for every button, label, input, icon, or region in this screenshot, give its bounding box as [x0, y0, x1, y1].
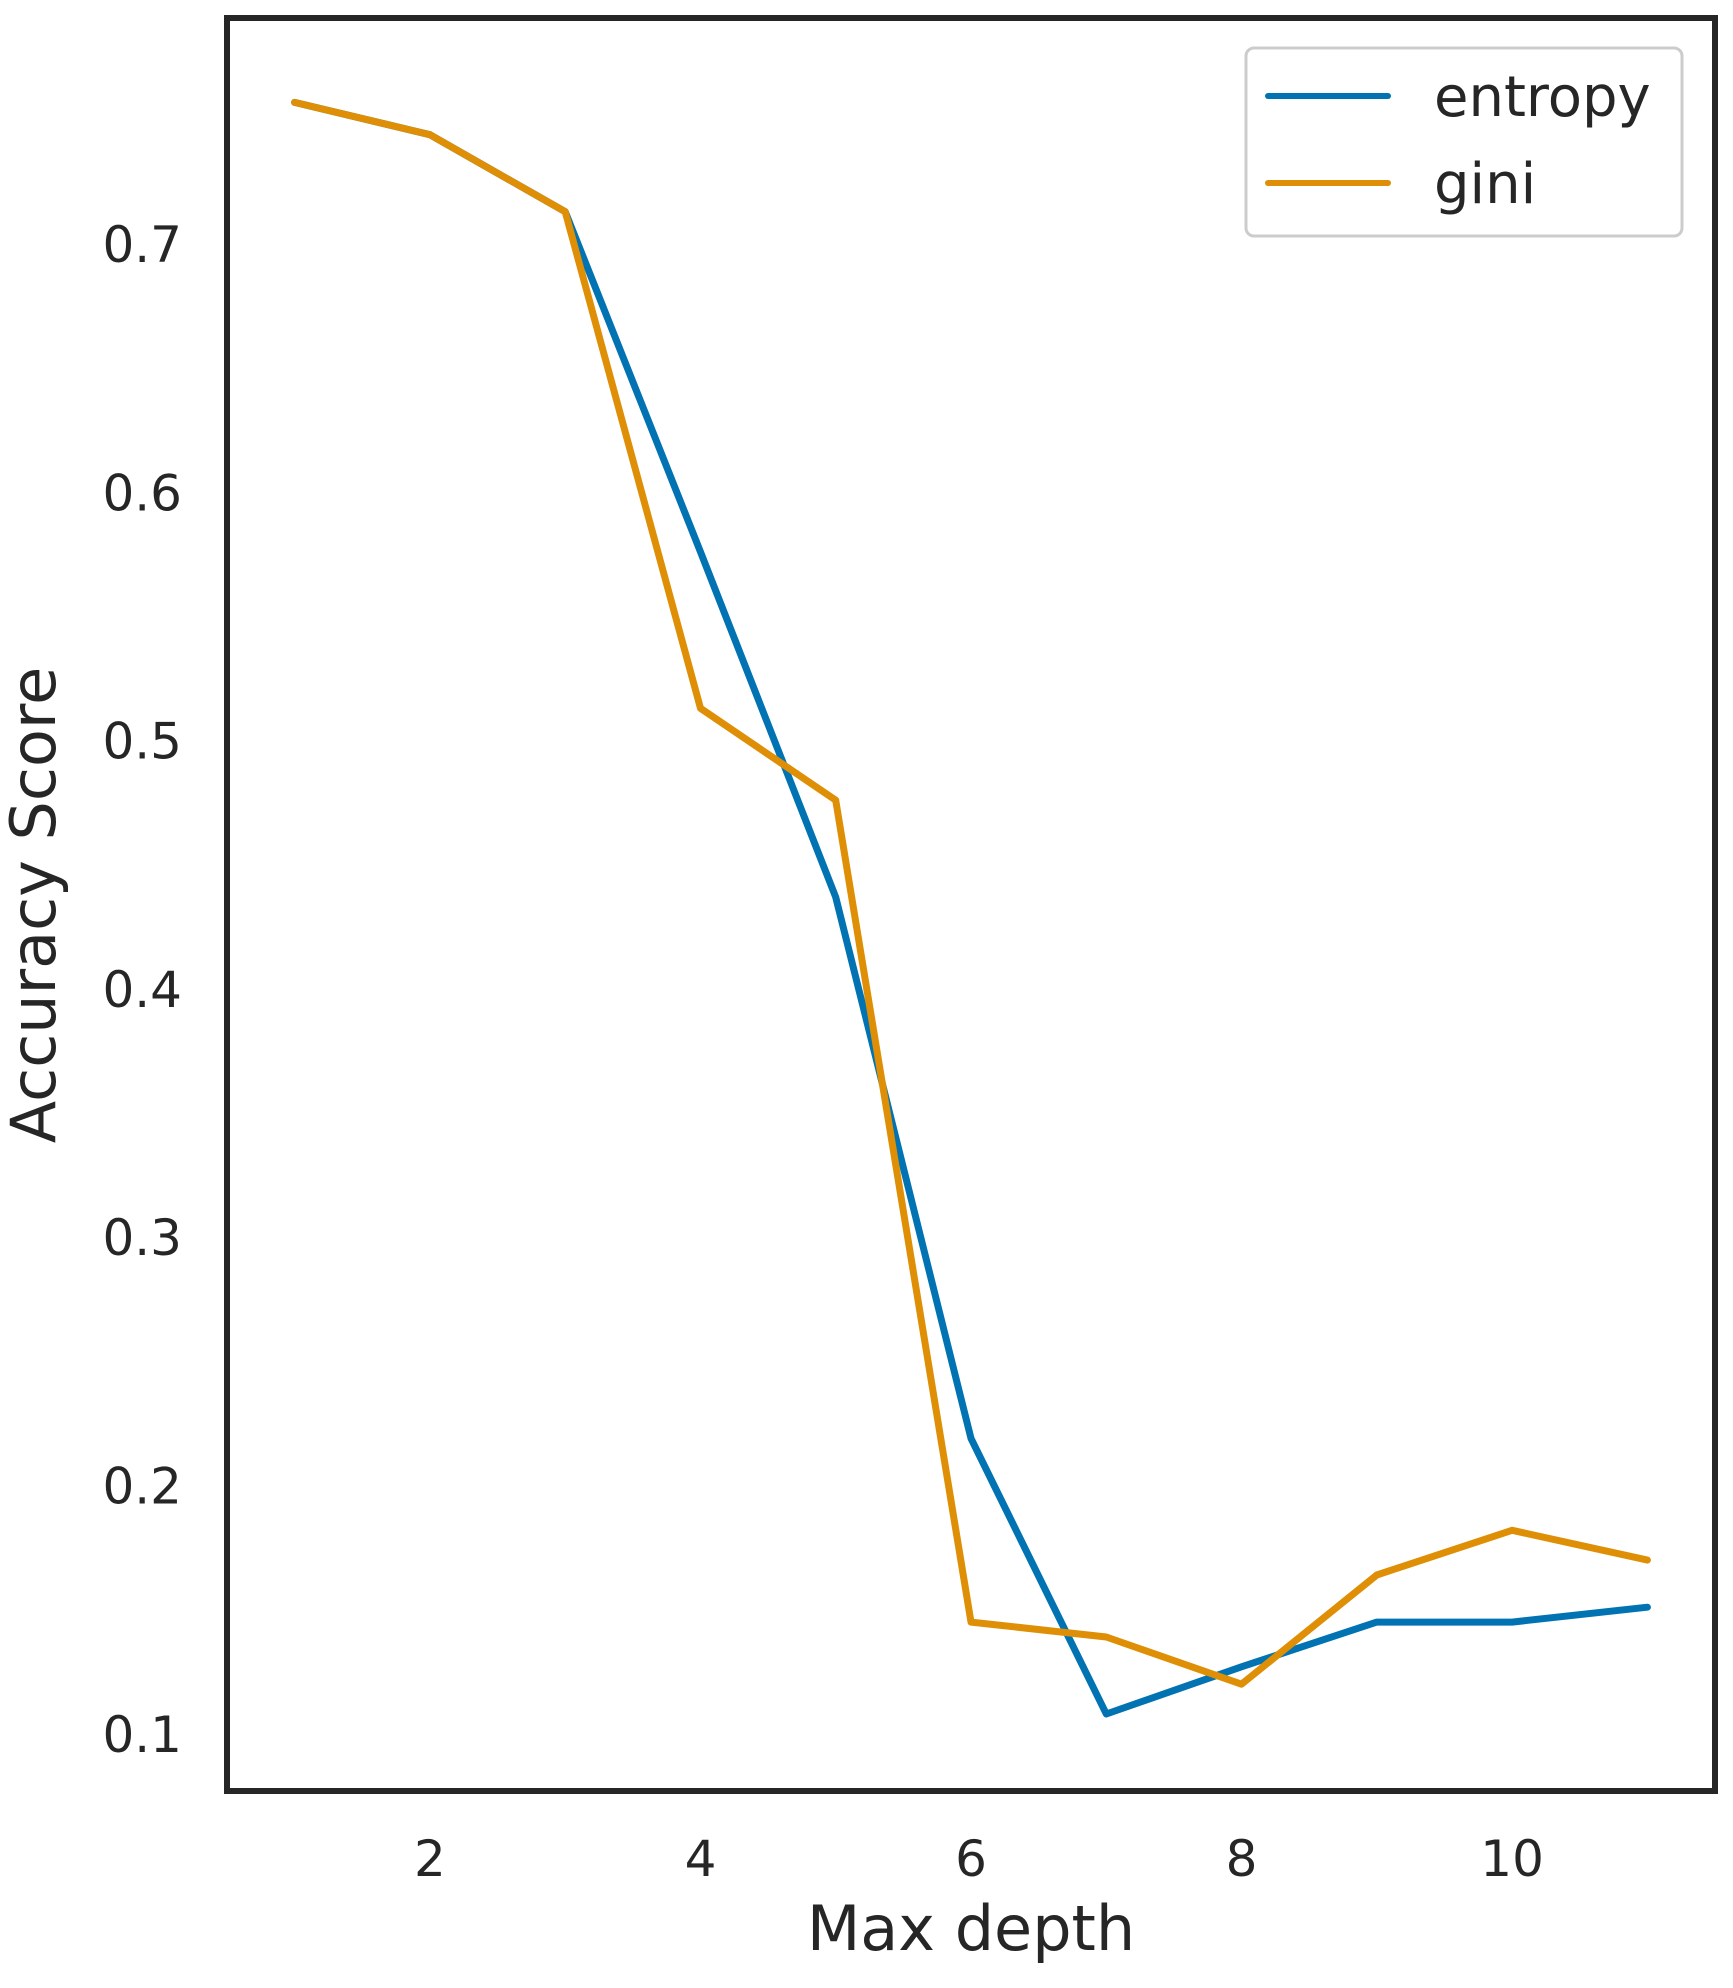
- x-axis-label: Max depth: [807, 1892, 1135, 1965]
- y-tick-label: 0.7: [102, 216, 182, 274]
- y-tick-label: 0.6: [102, 464, 182, 522]
- x-tick-labels: 2 4 6 8 10: [414, 1830, 1544, 1888]
- y-tick-labels: 0.1 0.2 0.3 0.4 0.5 0.6 0.7: [102, 216, 182, 1764]
- legend: entropy gini: [1244, 46, 1684, 238]
- y-tick-label: 0.3: [102, 1209, 182, 1267]
- y-tick-label: 0.1: [102, 1706, 182, 1764]
- x-tick-label: 6: [955, 1830, 987, 1888]
- x-tick-label: 2: [414, 1830, 446, 1888]
- legend-label-entropy: entropy: [1434, 65, 1651, 130]
- y-tick-label: 0.2: [102, 1458, 182, 1516]
- series-layer: [291, 98, 1651, 1718]
- y-axis-label: Accuracy Score: [0, 667, 70, 1143]
- y-tick-label: 0.4: [102, 961, 182, 1019]
- x-tick-label: 10: [1480, 1830, 1544, 1888]
- x-tick-label: 8: [1226, 1830, 1258, 1888]
- legend-label-gini: gini: [1434, 152, 1536, 217]
- series-line-gini: [291, 98, 1651, 1688]
- plot-frame: [224, 15, 1718, 1794]
- y-tick-label: 0.5: [102, 713, 182, 771]
- x-tick-label: 4: [685, 1830, 717, 1888]
